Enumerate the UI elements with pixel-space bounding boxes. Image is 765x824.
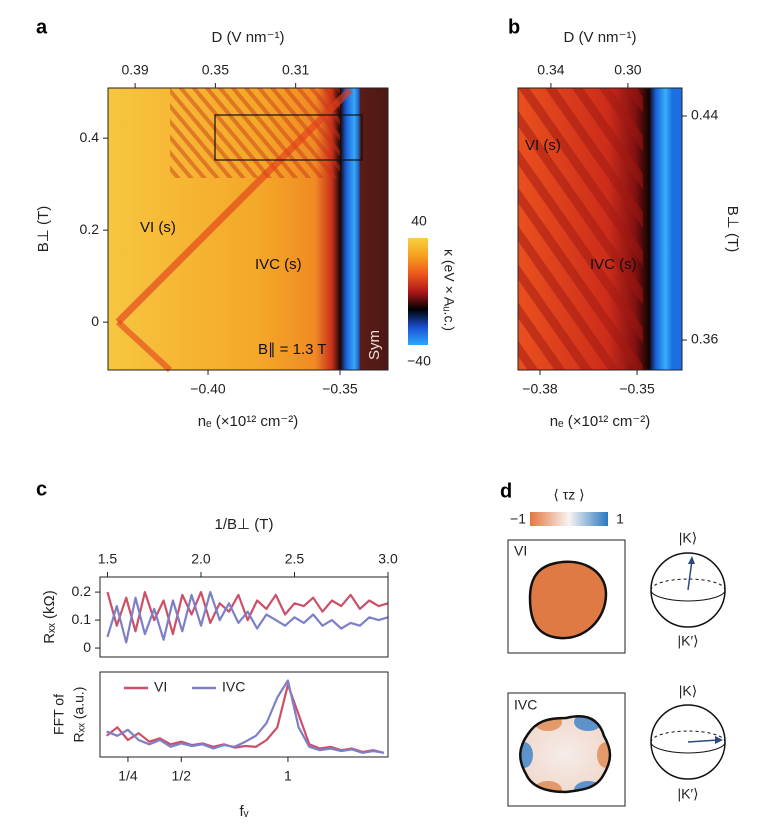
diagram-d: d ⟨ τz ⟩ VI IVC |K⟩ |K′⟩ |K⟩ |K′⟩	[500, 480, 726, 807]
y-axis-title: B⊥ (T)	[35, 206, 52, 252]
x-axis-title: fᵥ	[240, 803, 249, 820]
annotation: IVC (s)	[255, 256, 302, 273]
state-box	[507, 692, 626, 807]
y-axis-title: Rₓₓ (kΩ)	[41, 590, 58, 644]
tick-label: 0.39	[121, 62, 148, 78]
y-axis-title: FFT of	[51, 694, 67, 735]
colorbar-tick-label: −1	[510, 511, 526, 527]
tick-label: 0	[91, 313, 99, 329]
series-line	[106, 591, 389, 636]
fermi-pocket	[528, 560, 608, 640]
plot-frame	[517, 87, 683, 371]
plot-frame	[99, 671, 389, 758]
colorbar-label: ⟨ τz ⟩	[553, 487, 584, 503]
annotation: VI (s)	[525, 137, 561, 154]
tick-label: 0.30	[614, 62, 641, 78]
tick-label: 0.4	[80, 129, 100, 145]
bloch-sphere	[650, 552, 726, 628]
plot-frame	[99, 576, 389, 658]
state-label: VI	[514, 543, 527, 559]
tick-label: 0.1	[72, 611, 92, 627]
tick-label: −0.38	[522, 381, 558, 397]
tick-label: 2.0	[191, 551, 211, 567]
tick-label: 1/4	[118, 768, 138, 784]
tick-label: 0.31	[282, 62, 309, 78]
tick-label: 1	[284, 768, 292, 784]
legend-label: IVC	[222, 679, 245, 695]
tick-label: 1/2	[172, 768, 192, 784]
ket-label: |K′⟩	[677, 633, 698, 649]
tick-label: 0.36	[691, 331, 718, 347]
top-axis-title: 1/B⊥ (T)	[215, 516, 274, 533]
legend-label: VI	[154, 679, 167, 695]
x-axis-title: nₑ (×10¹² cm⁻²)	[550, 413, 651, 430]
panel-label: a	[36, 16, 48, 38]
tick-label: 0.35	[202, 62, 229, 78]
tick-label: 1.5	[98, 551, 118, 567]
tau-colorbar	[530, 512, 608, 526]
tick-label: 0.34	[537, 62, 564, 78]
panel-label: c	[36, 478, 47, 500]
bloch-sphere	[650, 704, 726, 780]
series-line	[106, 679, 385, 754]
ket-label: |K′⟩	[677, 786, 698, 802]
heatmap-feature	[115, 319, 173, 373]
ket-label: |K⟩	[679, 683, 697, 699]
tick-label: 3.0	[378, 551, 398, 567]
series-line	[106, 591, 389, 644]
top-axis-title: D (V nm⁻¹)	[564, 29, 637, 46]
heatmap-feature	[115, 87, 353, 325]
y-axis-title: Rₓₓ (a.u.)	[71, 687, 87, 743]
annotation: IVC (s)	[590, 256, 637, 273]
panel-label: b	[508, 16, 520, 38]
annotation: B∥ = 1.3 T	[258, 341, 327, 358]
zoom-box	[214, 114, 363, 161]
tick-label: −0.40	[190, 381, 226, 397]
y-axis-title: B⊥ (T)	[724, 206, 741, 252]
x-axis-title: nₑ (×10¹² cm⁻²)	[198, 413, 299, 430]
tick-label: 2.5	[285, 551, 305, 567]
top-axis-title: D (V nm⁻¹)	[212, 29, 285, 46]
colorbar	[408, 238, 428, 345]
heatmap-texture	[518, 88, 643, 370]
annotation: VI (s)	[140, 219, 176, 236]
colorbar-tick-label: 1	[616, 511, 624, 527]
tick-label: 0.44	[691, 107, 718, 123]
tick-label: −0.35	[619, 381, 655, 397]
tick-label: 0.2	[80, 221, 100, 237]
ket-label: |K⟩	[679, 530, 697, 546]
colorbar-tick-label: −40	[407, 353, 431, 369]
state-label: IVC	[514, 697, 537, 713]
plot-frame	[107, 87, 389, 371]
colorbar-tick-label: 40	[411, 213, 427, 229]
panel-label: d	[500, 480, 512, 502]
heatmap-texture	[170, 88, 340, 178]
state-box	[507, 539, 626, 654]
tick-label: −0.35	[322, 381, 358, 397]
annotation: Sym	[366, 330, 383, 360]
tick-label: 0	[83, 639, 91, 655]
tick-label: 0.2	[72, 583, 92, 599]
colorbar-label: κ (eV × Aᵤ.c.)	[441, 249, 457, 331]
